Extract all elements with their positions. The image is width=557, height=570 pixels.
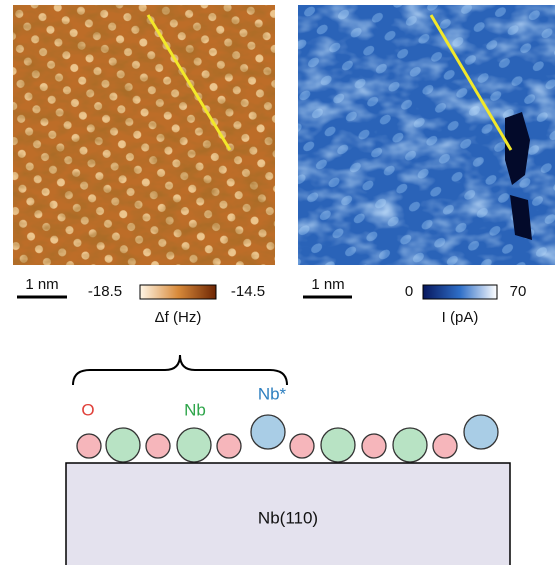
label-nb-star: Nb* xyxy=(258,384,287,403)
colorbar-label: I (pA) xyxy=(442,309,479,326)
colorbar-max: 70 xyxy=(510,283,527,300)
colorbar xyxy=(423,285,497,299)
atoms xyxy=(77,415,498,462)
scale-bar-label: 1 nm xyxy=(311,276,344,293)
colorbar-label: Δf (Hz) xyxy=(155,309,202,326)
colorbar xyxy=(140,285,216,299)
substrate-label: Nb(110) xyxy=(258,508,318,527)
colorbar-min: -18.5 xyxy=(88,283,122,300)
label-o: O xyxy=(81,400,94,419)
afm-image xyxy=(13,5,275,265)
scale-bar-label: 1 nm xyxy=(25,276,58,293)
colorbar-max: -14.5 xyxy=(231,283,265,300)
colorbar-min: 0 xyxy=(405,283,413,300)
brace xyxy=(73,355,287,385)
stm-image xyxy=(298,5,555,265)
figure: 1 nm -18.5 -14.5 Δf (Hz) 1 nm 0 70 I (pA… xyxy=(0,0,557,565)
label-nb: Nb xyxy=(184,400,206,419)
